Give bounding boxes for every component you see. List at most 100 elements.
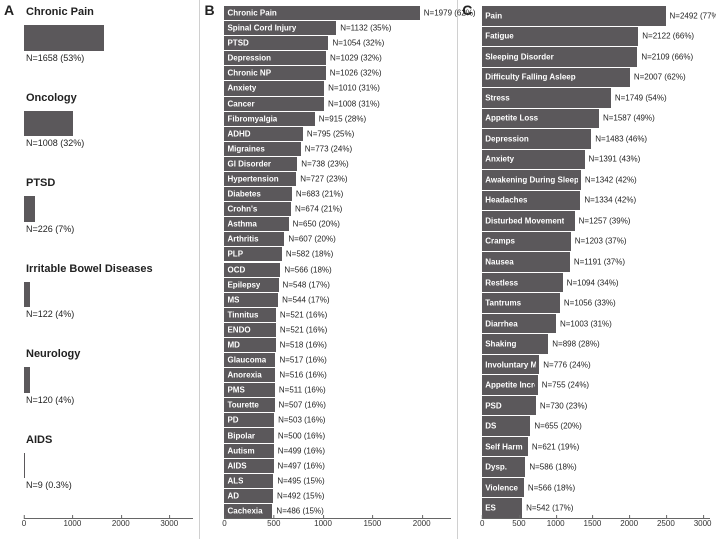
bar-row: Anxiety N=1010 (31%) [224, 81, 451, 95]
bar: Bipolar [224, 428, 273, 442]
bar-annotation: N=516 (16%) [279, 371, 326, 380]
bar-label: Difficulty Falling Asleep [485, 73, 575, 82]
bar-annotation: N=773 (24%) [305, 144, 352, 153]
bar-annotation: N=2492 (77%) [670, 11, 716, 20]
bar-label: Glaucoma [227, 356, 266, 365]
x-tick: 1500 [584, 519, 602, 528]
bar: Diabetes [224, 187, 291, 201]
panel-c: C PainN=2492 (77%)FatigueN=2122 (66%)Sle… [458, 0, 716, 539]
bar-label: MS [227, 295, 239, 304]
bar-row: Involuntary MovementN=776 (24%) [482, 355, 710, 375]
x-tick: 2000 [620, 519, 638, 528]
bar-row: MSN=544 (17%) [224, 293, 451, 307]
bar-label: Epilepsy [227, 280, 260, 289]
bar: Dysp. [482, 457, 525, 477]
bar-row: PLPN=582 (18%) [224, 247, 451, 261]
bar: PTSD [224, 36, 328, 50]
bar-label: Bipolar [227, 431, 255, 440]
bar-row: FatigueN=2122 (66%) [482, 27, 710, 47]
bar-label: Pain [485, 11, 502, 20]
bar-label: PMS [227, 386, 244, 395]
bar: Glaucoma [224, 353, 275, 367]
bar-label: Cachexia [227, 506, 262, 515]
x-tick: 2000 [112, 519, 130, 528]
bar-annotation: N=674 (21%) [295, 205, 342, 214]
bar-label: PTSD [227, 39, 248, 48]
bar-annotation: N=582 (18%) [286, 250, 333, 259]
bar-row: ESN=542 (17%) [482, 498, 710, 518]
bar-annotation: N=486 (15%) [276, 506, 323, 515]
bar-row: TouretteN=507 (16%) [224, 398, 451, 412]
bar-annotation: N=2007 (62%) [634, 73, 686, 82]
bar-annotation: N=1010 (31%) [328, 84, 380, 93]
x-tick: 2500 [657, 519, 675, 528]
bar: Violence [482, 478, 524, 498]
plot-area-b: Chronic PainN=1979 (62%)Spinal Cord Inju… [200, 0, 457, 539]
bar: Cancer [224, 97, 323, 111]
bar-label: Asthma [227, 220, 256, 229]
panel-label-a: A [4, 2, 14, 18]
x-tick: 0 [222, 519, 226, 528]
bar-row: Cachexia N=486 (15%) [224, 504, 451, 518]
bar-row: DepressionN=1029 (32%) [224, 51, 451, 65]
bar-label: ADHD [227, 129, 250, 138]
bar: Tinnitus [224, 308, 275, 322]
bar-label: Anxiety [485, 155, 514, 164]
bar-row: Spinal Cord InjuryN=1132 (35%) [224, 21, 451, 35]
bar-annotation: N=683 (21%) [296, 190, 343, 199]
bar: Tourette [224, 398, 274, 412]
bar: DS [482, 416, 530, 436]
bar-annotation: N=1587 (49%) [603, 114, 655, 123]
x-tick: 0 [480, 519, 484, 528]
bar-label: Chronic Pain [26, 6, 94, 18]
bar-label: Chronic NP [227, 69, 271, 78]
bar-label: GI Disorder [227, 159, 271, 168]
bar-annotation: N=1008 (32%) [26, 138, 84, 148]
bar-row: AIDSN=497 (16%) [224, 459, 451, 473]
bar-row: EpilepsyN=548 (17%) [224, 278, 451, 292]
x-tick: 1000 [547, 519, 565, 528]
bar-annotation: N=500 (16%) [278, 431, 325, 440]
bar-annotation: N=738 (23%) [301, 159, 348, 168]
bar-annotation: N=492 (15%) [277, 491, 324, 500]
bar-label: Violence [485, 483, 518, 492]
bar-annotation: N=1056 (33%) [564, 299, 616, 308]
bar-row: FibromyalgiaN=915 (28%) [224, 112, 451, 126]
bar-row: Difficulty Falling Asleep N=2007 (62%) [482, 68, 710, 88]
bar-row: DSN=655 (20%) [482, 416, 710, 436]
bar-row: PTSD N=1054 (32%) [224, 36, 451, 50]
bar-annotation: N=586 (18%) [529, 463, 576, 472]
bar-label: Nausea [485, 257, 513, 266]
x-axis-c: 050010001500200025003000 [482, 518, 710, 537]
bar-label: Tinnitus [227, 310, 258, 319]
bar: Anxiety [224, 81, 324, 95]
bar-row: AIDSN=9 (0.3%) [24, 434, 193, 511]
bar: AIDS [224, 459, 273, 473]
bar: Asthma [224, 217, 288, 231]
bar: Restless [482, 273, 562, 293]
bar-row: Chronic NP N=1026 (32%) [224, 66, 451, 80]
bar: Shaking [482, 334, 548, 354]
bar: Anxiety [482, 150, 584, 170]
bar-row: NauseaN=1191 (37%) [482, 252, 710, 272]
bar-row: Disturbed MovementN=1257 (39%) [482, 211, 710, 231]
bar-annotation: N=566 (18%) [284, 265, 331, 274]
bar: Involuntary Movement [482, 355, 539, 375]
bar-label: DS [485, 422, 496, 431]
bar-label: Anxiety [227, 84, 256, 93]
bar-annotation: N=1054 (32%) [332, 39, 384, 48]
bar-row: Dysp. N=586 (18%) [482, 457, 710, 477]
bar-annotation: N=898 (28%) [552, 340, 599, 349]
bar: Difficulty Falling Asleep [482, 68, 630, 88]
bar-annotation: N=1203 (37%) [575, 237, 627, 246]
x-axis-b: 0500100015002000 [224, 518, 451, 537]
bar-label: Diarrhea [485, 319, 517, 328]
bar-annotation: N=607 (20%) [288, 235, 335, 244]
bar-row: Restless N=1094 (34%) [482, 273, 710, 293]
bar-annotation: N=1483 (46%) [595, 134, 647, 143]
bar-annotation: N=1391 (43%) [589, 155, 641, 164]
bar-annotation: N=1094 (34%) [567, 278, 619, 287]
bar-annotation: N=1026 (32%) [330, 69, 382, 78]
bars-c: PainN=2492 (77%)FatigueN=2122 (66%)Sleep… [482, 6, 710, 519]
bar-annotation: N=495 (15%) [277, 476, 324, 485]
